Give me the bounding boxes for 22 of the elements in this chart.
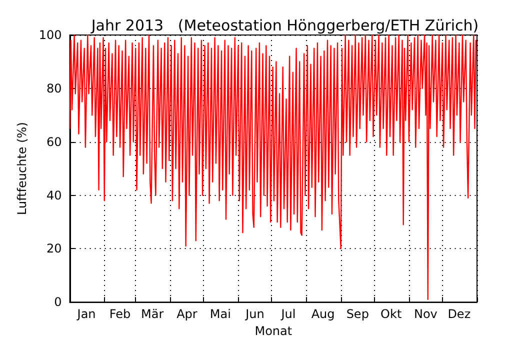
chart-title: Jahr 2013 (Meteostation Hönggerberg/ETH Zürich)	[90, 16, 479, 34]
x-tick-label: Mär	[141, 307, 164, 322]
x-tick-label: Mai	[210, 307, 231, 322]
y-tick-label: 40	[46, 188, 62, 202]
x-tick-label: Sep	[346, 307, 369, 322]
x-axis-title: Monat	[254, 324, 292, 338]
x-tick-label: Okt	[380, 307, 402, 322]
x-tick-label: Dez	[448, 307, 471, 322]
x-tick-label: Jan	[76, 307, 96, 322]
line-series	[69, 34, 476, 300]
x-tick-label: Nov	[414, 307, 438, 322]
y-tick-label: 20	[46, 242, 62, 256]
x-tick-label: Feb	[109, 307, 131, 322]
y-tick-label: 100	[38, 28, 62, 42]
x-tick-label: Aug	[311, 307, 335, 322]
x-tick-label: Apr	[176, 307, 198, 322]
x-tick-label: Jun	[244, 307, 264, 322]
x-tick-label: Jul	[280, 307, 296, 322]
y-tick-label: 60	[46, 134, 62, 149]
y-axis-title: Luftfeuchte (%)	[15, 122, 29, 215]
y-tick-label: 0	[54, 295, 62, 310]
y-tick-label: 80	[46, 81, 62, 96]
